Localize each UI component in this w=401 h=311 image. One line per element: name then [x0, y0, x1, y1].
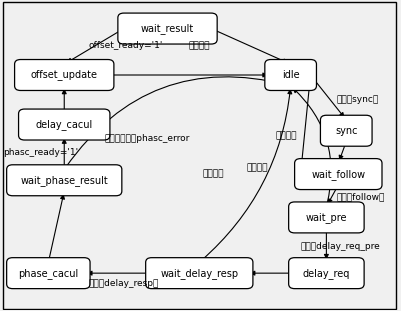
- Text: 等待超时: 等待超时: [245, 163, 267, 172]
- FancyArrowPatch shape: [62, 139, 66, 167]
- FancyArrowPatch shape: [293, 89, 330, 204]
- FancyArrowPatch shape: [66, 77, 286, 167]
- FancyArrowPatch shape: [88, 271, 148, 275]
- Text: wait_phase_result: wait_phase_result: [20, 175, 108, 186]
- Text: delay_req: delay_req: [302, 268, 349, 279]
- Text: wait_pre: wait_pre: [305, 212, 346, 223]
- FancyBboxPatch shape: [145, 258, 252, 289]
- Text: phasc_ready='1': phasc_ready='1': [3, 148, 78, 157]
- FancyBboxPatch shape: [7, 258, 90, 289]
- FancyBboxPatch shape: [18, 109, 109, 140]
- Text: 接收到sync包: 接收到sync包: [336, 95, 378, 104]
- FancyArrowPatch shape: [250, 271, 291, 275]
- FancyArrowPatch shape: [201, 90, 291, 261]
- Text: delay_cacul: delay_cacul: [36, 119, 93, 130]
- FancyBboxPatch shape: [288, 258, 363, 289]
- FancyBboxPatch shape: [14, 59, 113, 91]
- Text: wait_result: wait_result: [140, 23, 194, 34]
- Text: 等待超时: 等待超时: [188, 41, 209, 50]
- FancyBboxPatch shape: [117, 13, 217, 44]
- Text: wait_delay_resp: wait_delay_resp: [160, 268, 238, 279]
- FancyBboxPatch shape: [264, 59, 316, 91]
- FancyArrowPatch shape: [110, 73, 266, 77]
- Text: 接收到delay_resp包: 接收到delay_resp包: [88, 280, 159, 289]
- FancyArrowPatch shape: [62, 90, 66, 111]
- Text: offset_ready='1': offset_ready='1': [88, 41, 162, 50]
- Text: 等待超时: 等待超时: [275, 131, 297, 140]
- FancyArrowPatch shape: [300, 79, 311, 171]
- FancyBboxPatch shape: [7, 165, 122, 196]
- Text: 等待超时或者phasc_error: 等待超时或者phasc_error: [105, 134, 190, 143]
- FancyArrowPatch shape: [324, 231, 328, 258]
- Text: 等待超时: 等待超时: [202, 169, 223, 179]
- FancyArrowPatch shape: [49, 195, 64, 260]
- FancyArrowPatch shape: [328, 187, 336, 203]
- Text: offset_update: offset_update: [30, 70, 97, 81]
- FancyArrowPatch shape: [338, 144, 344, 160]
- FancyBboxPatch shape: [294, 159, 381, 190]
- Text: wait_follow: wait_follow: [310, 169, 365, 179]
- Text: sync: sync: [334, 126, 356, 136]
- FancyBboxPatch shape: [288, 202, 363, 233]
- Text: idle: idle: [281, 70, 299, 80]
- Text: 接收到follow包: 接收到follow包: [336, 193, 384, 202]
- FancyArrowPatch shape: [312, 77, 343, 117]
- FancyArrowPatch shape: [67, 30, 121, 62]
- Text: 接收到delay_req_pre: 接收到delay_req_pre: [300, 242, 379, 251]
- FancyBboxPatch shape: [320, 115, 371, 146]
- Text: phase_cacul: phase_cacul: [18, 268, 78, 279]
- FancyArrowPatch shape: [213, 30, 286, 63]
